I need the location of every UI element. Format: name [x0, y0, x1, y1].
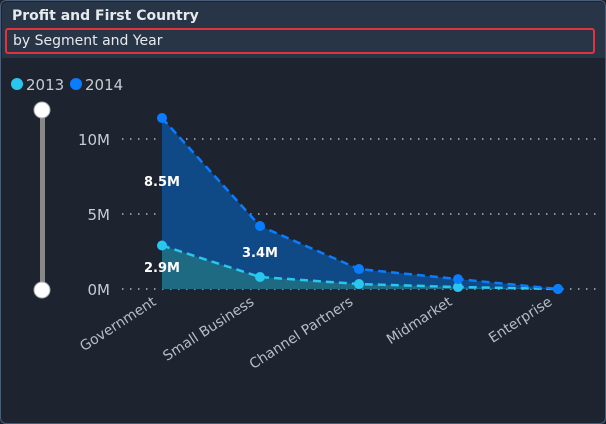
legend-marker-2013	[11, 78, 23, 90]
data-label: 8.5M	[144, 175, 180, 190]
data-label: 3.4M	[242, 246, 278, 261]
area-2014	[162, 118, 558, 289]
data-point-2013[interactable]	[354, 279, 364, 290]
legend-marker-2014	[70, 78, 82, 90]
x-axis-label: Small Business	[160, 294, 257, 365]
x-axis-label: Midmarket	[384, 294, 456, 348]
y-tick-label: 10M	[78, 131, 110, 149]
data-point-2014[interactable]	[255, 221, 265, 231]
y-tick-label: 5M	[88, 206, 111, 224]
x-axis-label: Channel Partners	[247, 294, 356, 373]
data-point-2014[interactable]	[453, 274, 463, 285]
data-point-2014[interactable]	[553, 284, 563, 294]
chart-subtitle: by Segment and Year	[5, 28, 595, 54]
legend-label-2013[interactable]: 2013	[26, 76, 64, 94]
zoom-slider[interactable]	[33, 101, 51, 299]
data-point-2013[interactable]	[453, 282, 463, 293]
y-tick-label: 0M	[88, 281, 111, 299]
data-point-2014[interactable]	[157, 113, 167, 123]
slider-handle-top[interactable]	[33, 101, 51, 119]
chart-title: Profit and First Country	[12, 8, 199, 24]
legend-label-2014[interactable]: 2014	[85, 76, 123, 94]
slider-track[interactable]	[40, 110, 45, 290]
x-axis-label: Enterprise	[486, 294, 555, 347]
data-point-2013[interactable]	[255, 272, 265, 282]
x-axis-label: Government	[77, 294, 159, 355]
data-label: 2.9M	[144, 261, 180, 276]
legend: 2013 2014	[11, 76, 123, 94]
visual-header: Profit and First Country by Segment and …	[2, 2, 605, 58]
data-point-2013[interactable]	[157, 240, 167, 251]
slider-handle-bottom[interactable]	[33, 281, 51, 299]
data-point-2014[interactable]	[354, 264, 364, 275]
